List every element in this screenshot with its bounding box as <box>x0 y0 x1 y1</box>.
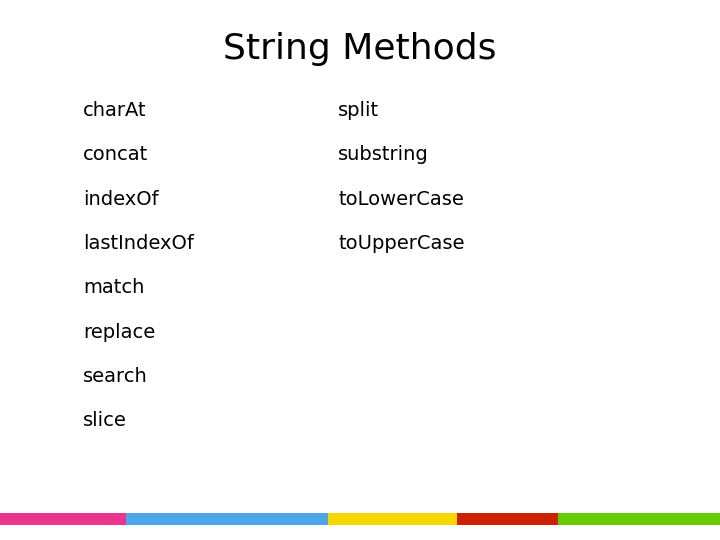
Text: concat: concat <box>83 145 148 165</box>
Bar <box>457 513 558 525</box>
Text: String Methods: String Methods <box>223 32 497 65</box>
Bar <box>328 513 457 525</box>
Text: match: match <box>83 278 144 298</box>
Text: lastIndexOf: lastIndexOf <box>83 234 194 253</box>
Text: toUpperCase: toUpperCase <box>338 234 465 253</box>
Text: toLowerCase: toLowerCase <box>338 190 464 209</box>
Bar <box>558 513 720 525</box>
Text: substring: substring <box>338 145 429 165</box>
Bar <box>126 513 328 525</box>
Text: charAt: charAt <box>83 101 146 120</box>
Text: search: search <box>83 367 148 386</box>
Text: replace: replace <box>83 322 155 342</box>
Text: split: split <box>338 101 379 120</box>
Bar <box>0 513 126 525</box>
Text: slice: slice <box>83 411 127 430</box>
Text: indexOf: indexOf <box>83 190 158 209</box>
